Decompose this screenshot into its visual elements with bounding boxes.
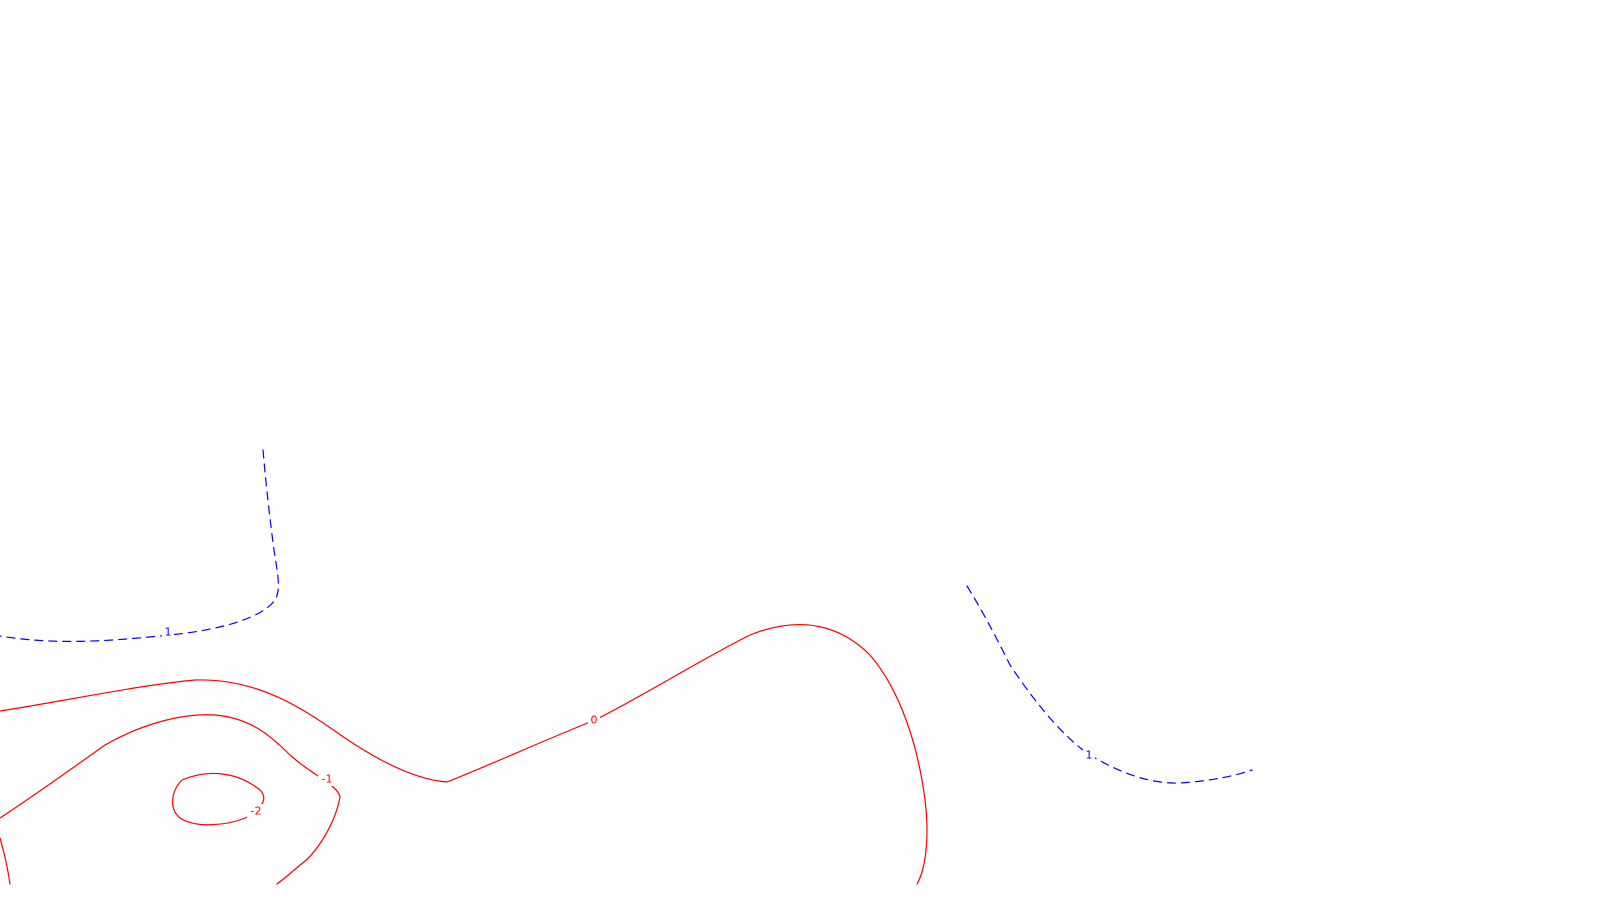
contour-line-lower-left-neg2 — [172, 772, 265, 826]
contour-group-lower-left-neg2: -2 — [172, 772, 265, 826]
contour-label-bg-upper-left-1 — [162, 625, 174, 639]
contour-label-bg-right-1 — [1083, 748, 1095, 762]
contour-group-right-1: 1 — [966, 585, 1253, 784]
contour-line-upper-left-1 — [0, 449, 279, 642]
contour-line-right-1 — [966, 585, 1253, 784]
contour-line-lower-left-neg1 — [0, 714, 341, 885]
contour-label-upper-left-1: 1 — [165, 626, 172, 639]
contour-layer: 1 0 -1 -2 1 — [0, 449, 1253, 885]
contour-line-lower-left-neg1-tail — [0, 837, 11, 885]
contour-label-lower-left-neg2: -2 — [251, 805, 262, 818]
contour-label-zero-0: 0 — [591, 714, 598, 727]
contour-line-zero-0 — [0, 624, 928, 885]
contour-label-lower-left-neg1: -1 — [322, 773, 333, 786]
contour-label-bg-zero-0 — [588, 713, 600, 727]
contour-label-right-1: 1 — [1086, 749, 1093, 762]
contour-label-bg-lower-left-neg1 — [318, 772, 336, 786]
contour-label-bg-lower-left-neg2 — [247, 804, 265, 818]
contour-group-zero-0: 0 — [0, 624, 928, 885]
contour-group-lower-left-neg1: -1 — [0, 714, 341, 885]
contour-group-upper-left-1: 1 — [0, 449, 279, 642]
